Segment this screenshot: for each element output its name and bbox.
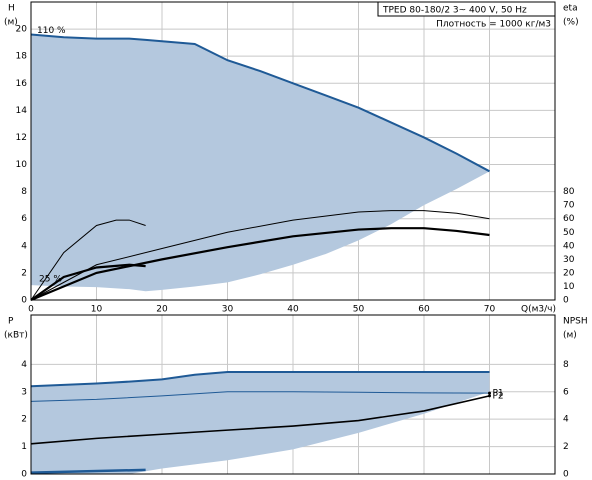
curve xyxy=(30,263,146,301)
y2-tick-label: 60 xyxy=(563,214,575,224)
y2-tick-label: 10 xyxy=(563,282,575,292)
curve-end xyxy=(488,394,491,398)
x-tick-label: 20 xyxy=(156,305,168,315)
x-tick-label: 70 xyxy=(484,305,496,315)
y-unit: (кВт) xyxy=(4,331,28,341)
curve xyxy=(30,219,146,301)
y2-tick-label: 6 xyxy=(563,387,569,397)
y-tick-label: 20 xyxy=(16,25,28,35)
y-tick-label: 4 xyxy=(21,360,27,370)
chart-title: TPED 80-180/2 3~ 400 V, 50 Hz xyxy=(382,6,527,16)
curve-label: P2 xyxy=(493,391,504,401)
y-tick-label: 18 xyxy=(16,52,28,62)
y-label: P xyxy=(8,317,14,327)
y-tick-label: 12 xyxy=(16,133,27,143)
y-tick-label: 2 xyxy=(21,415,27,425)
annotation: 110 % xyxy=(37,26,66,36)
y2-tick-label: 0 xyxy=(563,296,569,306)
y2-tick-label: 80 xyxy=(563,187,575,197)
x-tick-label: 50 xyxy=(353,305,365,315)
chart-subtitle: Плотность = 1000 кг/м3 xyxy=(436,20,551,30)
y-tick-label: 8 xyxy=(21,187,27,197)
curve-end xyxy=(488,391,491,395)
y2-tick-label: 50 xyxy=(563,228,575,238)
y2-unit: (м) xyxy=(563,331,577,341)
y2-tick-label: 40 xyxy=(563,241,575,251)
y-tick-label: 2 xyxy=(21,268,27,278)
y-unit: (м) xyxy=(4,18,18,28)
x-tick-label: 10 xyxy=(91,305,103,315)
y2-unit: (%) xyxy=(563,18,579,28)
y2-tick-label: 2 xyxy=(563,442,569,452)
x-tick-label: 0 xyxy=(28,305,34,315)
y-tick-label: 0 xyxy=(21,470,27,480)
operating-area xyxy=(31,34,490,292)
x-tick-label: 60 xyxy=(418,305,430,315)
plot-frame xyxy=(30,314,556,475)
curve xyxy=(30,391,490,402)
curve xyxy=(30,227,490,302)
y-tick-label: 4 xyxy=(21,241,27,251)
title-box xyxy=(377,1,556,17)
curve-label: P1 xyxy=(493,389,504,399)
x-tick-label: 30 xyxy=(222,305,234,315)
y2-tick-label: 70 xyxy=(563,201,575,211)
max-curve xyxy=(30,371,490,388)
y-tick-label: 16 xyxy=(16,79,28,89)
y-tick-label: 1 xyxy=(21,442,27,452)
curve xyxy=(30,210,490,301)
y2-tick-label: 4 xyxy=(563,415,569,425)
y-tick-label: 3 xyxy=(21,387,27,397)
annotation: 25 % xyxy=(39,275,62,285)
y-label: H xyxy=(8,4,15,14)
y-tick-label: 6 xyxy=(21,214,27,224)
y-tick-label: 0 xyxy=(21,296,27,306)
x-tick-label: 40 xyxy=(287,305,299,315)
y2-tick-label: 8 xyxy=(563,360,569,370)
y-tick-label: 14 xyxy=(16,106,28,116)
y2-tick-label: 0 xyxy=(563,470,569,480)
plot-frame xyxy=(30,1,556,301)
operating-area xyxy=(31,372,490,474)
y2-tick-label: 20 xyxy=(563,268,575,278)
y2-label: eta xyxy=(563,4,578,14)
max-curve xyxy=(30,33,490,173)
x-label: Q(м3/ч) xyxy=(521,305,556,315)
y2-label: NPSH xyxy=(563,317,588,327)
y2-tick-label: 30 xyxy=(563,255,575,265)
curve xyxy=(30,468,146,474)
y-tick-label: 10 xyxy=(16,160,28,170)
curve xyxy=(30,395,490,445)
